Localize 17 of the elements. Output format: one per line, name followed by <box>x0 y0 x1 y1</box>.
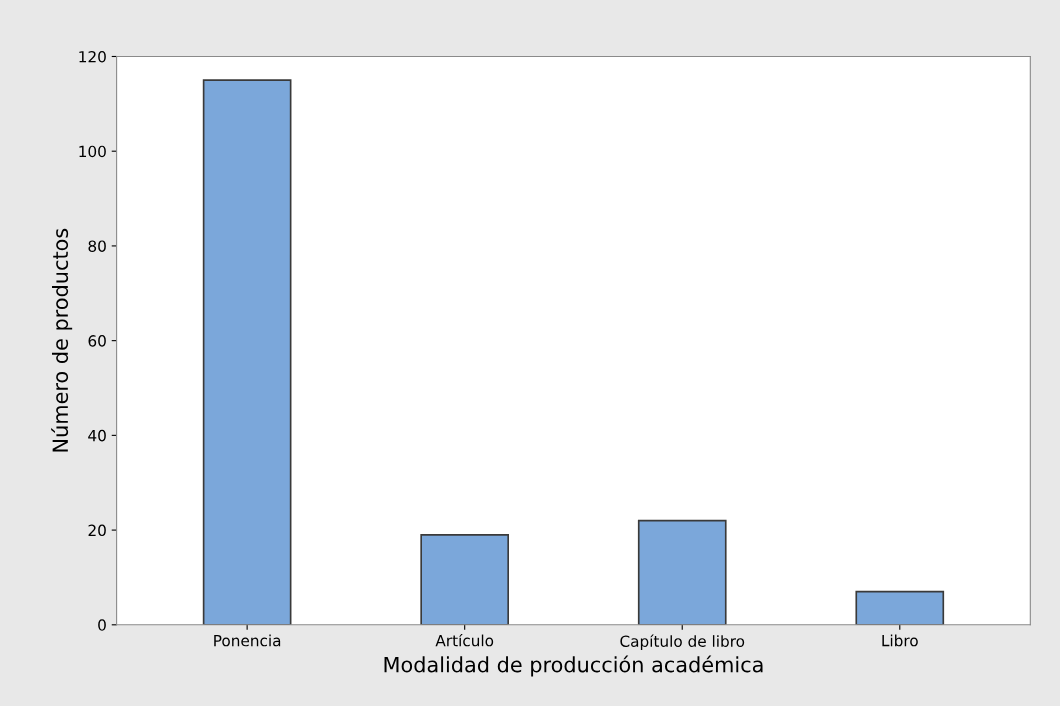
x-axis-title: Modalidad de producción académica <box>384 655 763 677</box>
y-tick-label: 120 <box>79 50 106 63</box>
x-tick-label: Ponencia <box>214 634 281 647</box>
x-tick-label: Capítulo de libro <box>620 634 745 650</box>
bar <box>855 590 945 625</box>
bar <box>420 533 510 625</box>
y-tick-label: 20 <box>88 524 106 537</box>
y-tick-label: 40 <box>88 429 106 442</box>
x-tick-label: Libro <box>882 634 918 647</box>
y-tick-label: 0 <box>98 619 106 631</box>
y-tick-label: 60 <box>88 335 106 347</box>
y-tick-label: 80 <box>88 240 106 252</box>
y-axis-title: Número de productos <box>51 228 73 452</box>
bar <box>202 79 292 625</box>
y-tick-label: 100 <box>79 145 106 158</box>
bar <box>637 519 727 625</box>
x-tick-label: Artículo <box>435 633 494 647</box>
